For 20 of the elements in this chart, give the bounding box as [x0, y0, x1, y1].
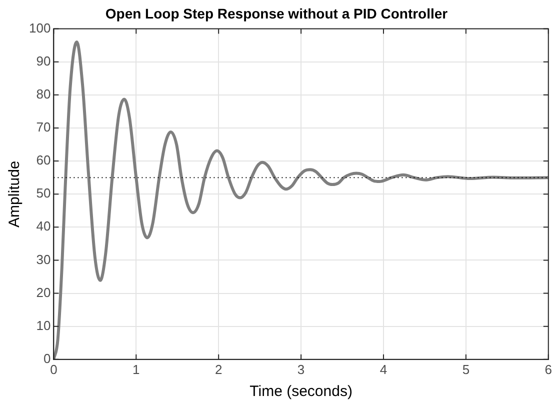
y-tick-label: 0	[43, 350, 51, 366]
x-axis-title: Time (seconds)	[250, 383, 352, 400]
x-tick-label: 1	[132, 362, 140, 377]
y-tick-label: 10	[36, 318, 51, 333]
y-tick-label: 30	[36, 252, 51, 267]
x-tick-label: 3	[297, 362, 305, 377]
y-tick-label: 80	[36, 86, 51, 102]
y-tick-label: 40	[36, 218, 51, 234]
y-tick-label: 50	[36, 186, 51, 201]
chart-title: Open Loop Step Response without a PID Controller	[105, 5, 448, 22]
x-tick-label: 6	[544, 362, 552, 377]
y-axis-title: Amplitude	[6, 160, 24, 228]
y-tick-label: 100	[28, 20, 51, 36]
x-tick-label: 2	[214, 362, 222, 377]
x-tick-label: 4	[380, 362, 388, 377]
y-tick-label: 90	[36, 53, 51, 68]
y-tick-label: 70	[36, 120, 51, 135]
x-tick-label: 5	[462, 362, 470, 377]
y-tick-label: 20	[36, 284, 51, 300]
y-tick-label: 60	[36, 152, 51, 168]
